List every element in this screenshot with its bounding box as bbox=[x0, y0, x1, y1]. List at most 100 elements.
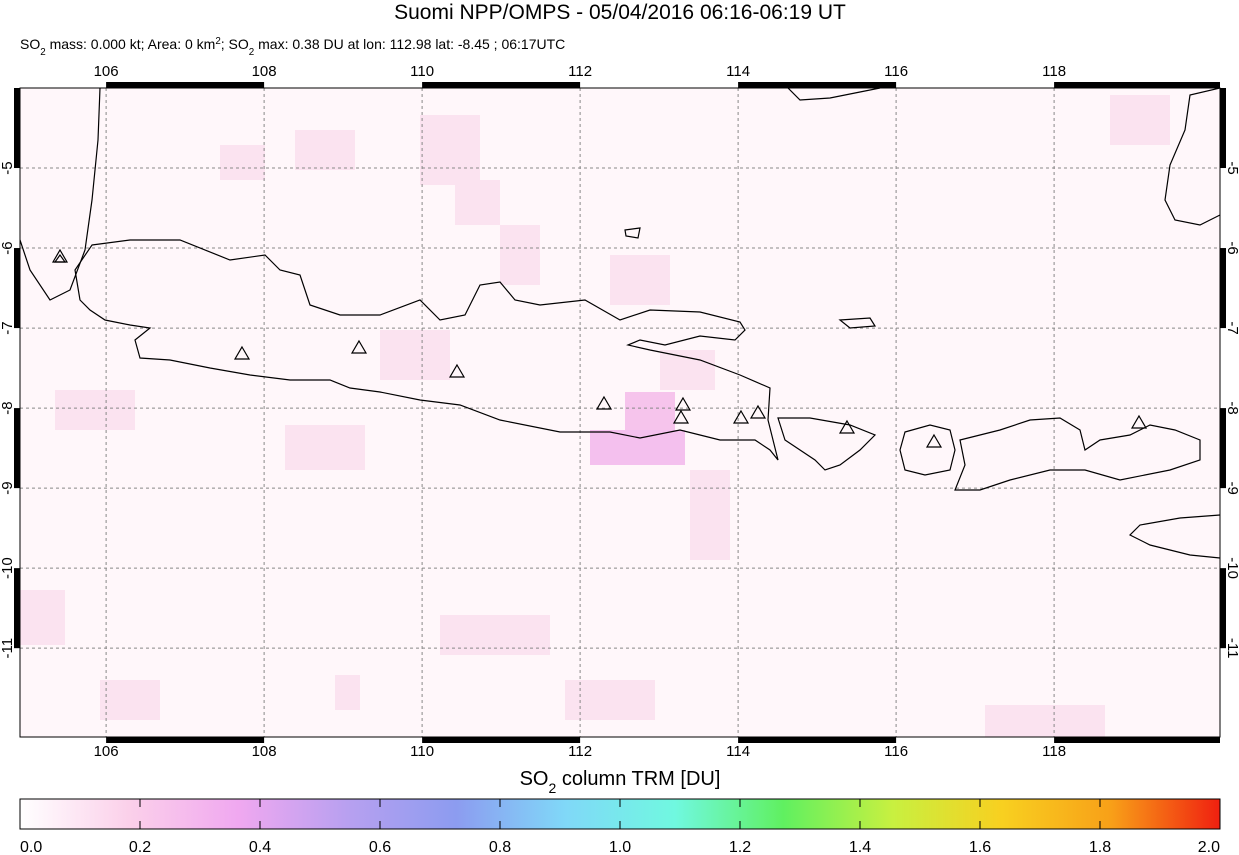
pixel bbox=[500, 225, 540, 285]
frame-segment bbox=[1054, 82, 1220, 88]
coastline bbox=[74, 239, 779, 461]
y-tick-label: -11 bbox=[1224, 638, 1239, 659]
volcano bbox=[448, 363, 466, 378]
frame-segment bbox=[14, 88, 20, 169]
y-tick-label: -10 bbox=[1224, 557, 1239, 579]
y-tick-label: -7 bbox=[0, 321, 16, 334]
volcanoes bbox=[51, 248, 1148, 448]
pixel bbox=[440, 615, 550, 655]
subtitle: SO2 mass: 0.000 kt; Area: 0 km2; SO2 max… bbox=[20, 36, 565, 58]
x-tick-label: 108 bbox=[252, 743, 277, 760]
colorbar-tick-label: 0.2 bbox=[129, 839, 151, 855]
text-part: 2 bbox=[249, 47, 254, 58]
text-part: column TRM [DU] bbox=[556, 768, 720, 790]
frame-segment bbox=[1220, 408, 1226, 489]
volcano bbox=[1130, 414, 1148, 429]
pixel bbox=[335, 675, 360, 710]
x-tick-label: 116 bbox=[884, 63, 908, 80]
colorbar-ticks: 0.0 0.2 0.4 0.6 0.8 1.0 1.2 1.4 1.6 1.8 2.0 bbox=[19, 799, 1221, 855]
coastline bbox=[838, 317, 877, 329]
frame-segment bbox=[106, 737, 265, 743]
y-tick-label: -7 bbox=[1224, 321, 1239, 334]
x-tick-label: 118 bbox=[1042, 743, 1066, 760]
colorbar-tick-label: 0.4 bbox=[249, 839, 271, 855]
coastline bbox=[1128, 514, 1220, 559]
tick-labels: 106 106 108 108 110 110 112 112 114 114 116 116 118 1… bbox=[0, 63, 1239, 760]
y-tick-label: -5 bbox=[0, 161, 16, 174]
pixel bbox=[55, 390, 135, 430]
y-tick-label: -11 bbox=[0, 638, 16, 659]
frame-segment bbox=[738, 82, 897, 88]
frame bbox=[14, 82, 1226, 743]
pixel bbox=[220, 145, 265, 180]
colorbar-tick-label: 1.4 bbox=[849, 839, 871, 855]
colorbar-tick-label: 0.0 bbox=[20, 839, 42, 855]
coastlines bbox=[20, 88, 1220, 559]
pixel bbox=[1110, 95, 1170, 145]
frame-segment bbox=[422, 82, 581, 88]
frame-segment bbox=[1054, 737, 1220, 743]
x-tick-label: 116 bbox=[884, 743, 908, 760]
so2-field bbox=[20, 88, 1220, 737]
coastline bbox=[899, 424, 956, 476]
volcano bbox=[838, 419, 856, 434]
frame-segment bbox=[14, 248, 20, 329]
frame-segment bbox=[14, 568, 20, 649]
volcano bbox=[674, 396, 692, 411]
x-tick-label: 110 bbox=[410, 63, 434, 80]
pixel bbox=[610, 255, 670, 305]
coastline bbox=[787, 88, 881, 101]
text-part: max: 0.38 DU at lon: 112.98 lat: -8.45 ;… bbox=[254, 36, 565, 52]
x-tick-label: 108 bbox=[252, 63, 277, 80]
colorbar-tick-label: 0.8 bbox=[489, 839, 511, 855]
colorbar-tick-label: 1.0 bbox=[609, 839, 631, 855]
pixel bbox=[690, 470, 730, 560]
text-part: 2 bbox=[215, 36, 220, 47]
pixel bbox=[420, 115, 480, 185]
coastline bbox=[777, 417, 877, 471]
x-tick-label: 106 bbox=[94, 63, 119, 80]
volcano bbox=[925, 433, 943, 448]
pixel bbox=[285, 425, 365, 470]
graticule bbox=[20, 88, 1220, 737]
y-tick-label: -9 bbox=[0, 481, 16, 494]
text-part: mass: 0.000 kt; Area: 0 km bbox=[46, 36, 216, 52]
frame-segment bbox=[1220, 88, 1226, 169]
y-tick-label: -8 bbox=[1224, 401, 1239, 414]
colorbar-tick-label: 1.6 bbox=[969, 839, 991, 855]
pixel bbox=[295, 130, 355, 170]
frame-segment bbox=[738, 737, 897, 743]
frame-segment bbox=[106, 82, 265, 88]
pixel bbox=[985, 705, 1105, 737]
x-tick-label: 114 bbox=[726, 743, 750, 760]
y-tick-label: -6 bbox=[0, 241, 16, 254]
y-tick-label: -6 bbox=[1224, 241, 1239, 254]
x-tick-label: 106 bbox=[94, 743, 119, 760]
coastline bbox=[624, 227, 641, 239]
volcano bbox=[749, 404, 767, 419]
pixel bbox=[625, 392, 675, 437]
frame-segment bbox=[422, 737, 581, 743]
pixel bbox=[20, 590, 65, 645]
map-border bbox=[19, 87, 1221, 738]
volcano bbox=[732, 409, 750, 424]
x-tick-label: 110 bbox=[410, 743, 434, 760]
title: Suomi NPP/OMPS - 05/04/2016 06:16-06:19 … bbox=[394, 1, 846, 24]
frame-segment bbox=[1220, 568, 1226, 649]
frame-segment bbox=[1220, 248, 1226, 329]
x-tick-label: 118 bbox=[1042, 63, 1066, 80]
pixel bbox=[455, 180, 500, 225]
colorbar-tick-label: 2.0 bbox=[1198, 839, 1220, 855]
volcano bbox=[350, 339, 368, 354]
colorbar-tick-label: 1.8 bbox=[1089, 839, 1111, 855]
pixel bbox=[660, 350, 715, 390]
pixel bbox=[100, 680, 160, 720]
coastline bbox=[20, 88, 101, 301]
colorbar-tick-label: 0.6 bbox=[369, 839, 391, 855]
text-part: SO bbox=[520, 768, 549, 790]
x-tick-label: 112 bbox=[568, 63, 592, 80]
y-tick-label: -10 bbox=[0, 557, 16, 579]
pixel bbox=[590, 430, 685, 465]
